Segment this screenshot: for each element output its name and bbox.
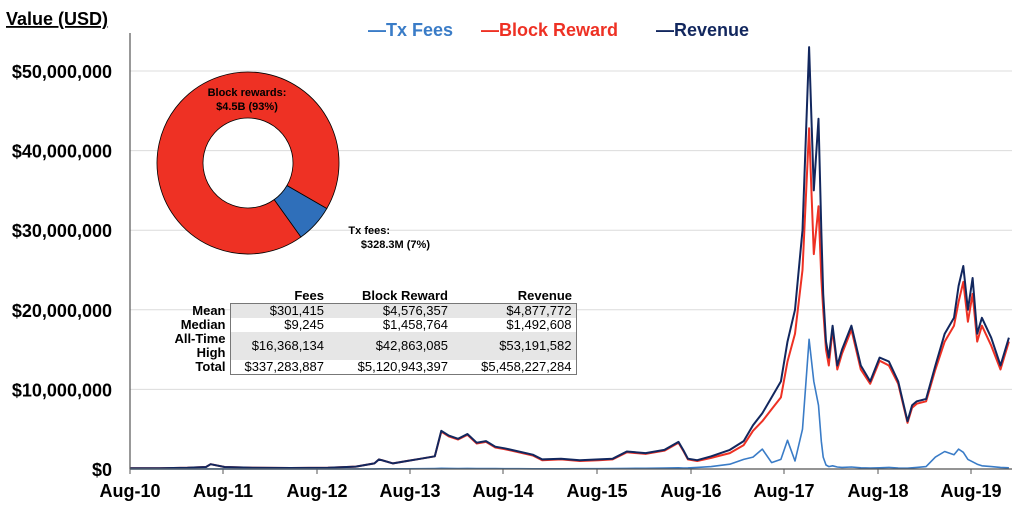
x-tick-label: Aug-10 [99, 481, 160, 501]
x-tick-label: Aug-13 [379, 481, 440, 501]
cell-block-reward: $42,863,085 [328, 332, 452, 360]
y-tick-label: $40,000,000 [12, 142, 112, 162]
table-header-row: Fees Block Reward Revenue [160, 289, 576, 304]
cell-revenue: $5,458,227,284 [452, 360, 577, 375]
table-header-corner [160, 289, 230, 304]
summary-stats-table: Fees Block Reward Revenue Mean $301,415 … [160, 289, 577, 375]
donut-label-tx-fees-line1: Tx fees: [348, 225, 390, 237]
row-label: Median [180, 317, 226, 332]
series-line-revenue [130, 46, 1010, 470]
y-tick-label: $50,000,000 [12, 62, 112, 82]
x-tick-label: Aug-16 [660, 481, 721, 501]
x-tick-label: Aug-11 [193, 481, 253, 501]
donut-slice-block-rewards [156, 71, 340, 255]
table-row: Median $9,245 $1,458,764 $1,492,608 [160, 317, 577, 332]
x-tick-label: Aug-14 [472, 481, 533, 501]
row-label: Mean [192, 302, 226, 318]
donut-chart [156, 71, 340, 255]
table-header-block-reward: Block Reward [362, 288, 448, 303]
legend-block-reward: —Block Reward [481, 20, 618, 40]
cell-block-reward: $5,120,943,397 [328, 360, 452, 375]
y-axis-ticks: $0 $10,000,000 $20,000,000 $30,000,000 $40,0… [12, 62, 112, 480]
donut-label-tx-fees-line2: $328.3M (7%) [361, 239, 430, 251]
cell-fees: $16,368,134 [229, 332, 328, 360]
table-row: All-Time High $16,368,134 $42,863,085 $5… [160, 331, 577, 360]
legend-tx-fees: —Tx Fees [368, 20, 453, 40]
legend-revenue: —Revenue [656, 20, 749, 40]
row-label: All-Time High [174, 331, 226, 360]
x-tick-label: Aug-18 [847, 481, 908, 501]
x-tick-label: Aug-15 [566, 481, 627, 501]
donut-label-block-rewards-line2: $4.5B (93%) [216, 101, 278, 113]
cell-fees: $337,283,887 [229, 360, 328, 375]
y-tick-label: $20,000,000 [12, 301, 112, 321]
cell-fees: $9,245 [229, 318, 328, 332]
x-tick-label: Aug-19 [940, 481, 1001, 501]
donut-label-block-rewards-line1: Block rewards: [208, 87, 287, 99]
y-tick-label: $0 [92, 460, 112, 480]
cell-fees: $301,415 [229, 303, 328, 318]
cell-revenue: $1,492,608 [452, 318, 577, 332]
y-tick-label: $10,000,000 [12, 380, 112, 400]
x-tick-label: Aug-12 [286, 481, 347, 501]
table-row: Total $337,283,887 $5,120,943,397 $5,458… [160, 359, 577, 375]
legend: —Tx Fees —Block Reward —Revenue [368, 20, 749, 40]
cell-block-reward: $1,458,764 [382, 317, 448, 332]
cell-revenue: $53,191,582 [452, 332, 577, 360]
row-label: Total [195, 359, 226, 375]
cell-revenue: $4,877,772 [452, 303, 577, 318]
cell-block-reward: $4,576,357 [328, 303, 452, 318]
x-tick-label: Aug-17 [753, 481, 814, 501]
table-header-revenue: Revenue [517, 288, 572, 303]
x-axis-ticks: Aug-10 Aug-11 Aug-12 Aug-13 Aug-14 Aug-15 Aug-… [99, 469, 1002, 501]
table-row: Mean $301,415 $4,576,357 $4,877,772 [160, 302, 577, 318]
y-axis-title: Value (USD) [6, 9, 108, 29]
table-header-fees: Fees [294, 288, 324, 303]
y-tick-label: $30,000,000 [12, 221, 112, 241]
